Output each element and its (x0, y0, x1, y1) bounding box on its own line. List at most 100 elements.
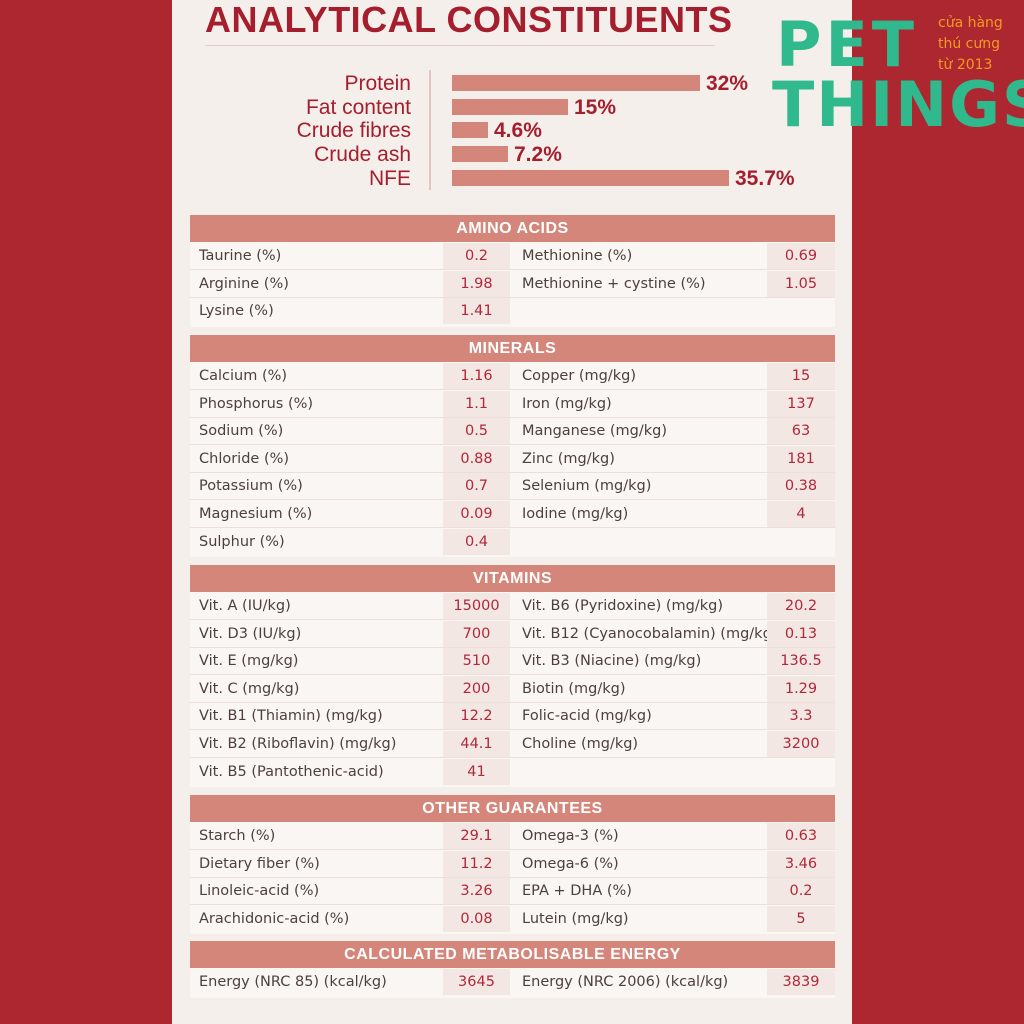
constituent-value: 4.6% (494, 119, 542, 142)
nutrient-name: Biotin (mg/kg) (522, 680, 626, 697)
table-row: Chloride (%) 0.88 Zinc (mg/kg) 181 (190, 445, 835, 473)
section-header: OTHER GUARANTEES (190, 795, 835, 822)
nutrient-value: 0.88 (443, 445, 510, 472)
table-row: Vit. B5 (Pantothenic-acid) 41 (190, 758, 835, 785)
constituent-bar (452, 170, 729, 186)
table-row: Sodium (%) 0.5 Manganese (mg/kg) 63 (190, 418, 835, 446)
nutrient-name: Vit. B3 (Niacine) (mg/kg) (522, 653, 702, 670)
nutrient-value: 1.16 (443, 363, 510, 389)
nutrient-value: 1.41 (443, 298, 510, 325)
table-row: Arachidonic-acid (%) 0.08 Lutein (mg/kg) 5 (190, 905, 835, 932)
table-row: Vit. B1 (Thiamin) (mg/kg) 12.2 Folic-acid … (190, 703, 835, 731)
table-row: Potassium (%) 0.7 Selenium (mg/kg) 0.38 (190, 473, 835, 501)
section-header: CALCULATED METABOLISABLE ENERGY (190, 941, 835, 968)
nutrient-value: 4 (767, 501, 835, 527)
constituent-label: Protein (344, 72, 411, 95)
constituent-value: 35.7% (735, 167, 795, 190)
nutrient-name: Omega-3 (%) (522, 828, 619, 844)
nutrient-name: Phosphorus (%) (199, 395, 314, 412)
nutrient-name: Manganese (mg/kg) (522, 423, 667, 440)
nutrient-name: Vit. A (IU/kg) (199, 598, 291, 614)
nutrient-value: 1.29 (767, 675, 835, 702)
nutrient-value: 3645 (443, 969, 510, 995)
table-row: Calcium (%) 1.16 Copper (mg/kg) 15 (190, 363, 835, 390)
nutrient-value: 0.13 (767, 620, 835, 647)
nutrient-name: Starch (%) (199, 828, 276, 844)
nutrient-value: 3.26 (443, 878, 510, 905)
nutrient-name: Iron (mg/kg) (522, 395, 612, 412)
table-row: Arginine (%) 1.98 Methionine + cystine (%)… (190, 270, 835, 298)
nutrient-value: 700 (443, 620, 510, 647)
logo-tagline-2: thú cưng (938, 36, 1001, 52)
nutrient-value: 3.3 (767, 703, 835, 730)
nutrient-value: 29.1 (443, 823, 510, 849)
constituent-bar (452, 99, 568, 115)
section-header: VITAMINS (190, 565, 835, 592)
nutrient-name: Arginine (%) (199, 275, 289, 292)
constituent-value: 32% (706, 72, 749, 95)
energy-table: CALCULATED METABOLISABLE ENERGY Energy (N… (190, 941, 835, 998)
logo-brand-top: PET (776, 8, 919, 81)
nutrient-value: 15 (767, 363, 835, 389)
nutrient-name: Selenium (mg/kg) (522, 478, 652, 495)
bar-axis-divider (429, 70, 431, 190)
constituent-label: NFE (369, 167, 411, 190)
nutrient-value: 15000 (443, 593, 510, 619)
constituent-bar (452, 75, 700, 91)
nutrient-value: 41 (443, 758, 510, 785)
table-row: Taurine (%) 0.2 Methionine (%) 0.69 (190, 243, 835, 270)
nutrient-value: 0.38 (767, 473, 835, 500)
nutrient-name: Vit. E (mg/kg) (199, 653, 299, 670)
nutrient-name: Folic-acid (mg/kg) (522, 708, 652, 725)
nutrient-name: EPA + DHA (%) (522, 883, 632, 900)
nutrient-name: Calcium (%) (199, 368, 288, 384)
nutrient-value: 1.98 (443, 270, 510, 297)
nutrient-name: Copper (mg/kg) (522, 368, 637, 384)
nutrient-value: 3839 (767, 969, 835, 995)
nutrient-name: Arachidonic-acid (%) (199, 910, 350, 927)
nutrient-name: Choline (mg/kg) (522, 736, 639, 752)
nutrient-name: Magnesium (%) (199, 506, 313, 522)
section-header: MINERALS (190, 335, 835, 362)
table-row: Vit. D3 (IU/kg) 700 Vit. B12 (Cyanocobalam… (190, 620, 835, 648)
table-row: Magnesium (%) 0.09 Iodine (mg/kg) 4 (190, 501, 835, 528)
constituent-bar (452, 122, 488, 138)
table-row: Phosphorus (%) 1.1 Iron (mg/kg) 137 (190, 390, 835, 418)
table-row: Dietary fiber (%) 11.2 Omega-6 (%) 3.46 (190, 850, 835, 878)
nutrient-value: 181 (767, 445, 835, 472)
nutrient-value: 510 (443, 648, 510, 675)
table-row: Energy (NRC 85) (kcal/kg) 3645 Energy (NRC… (190, 969, 835, 995)
nutrient-value: 0.7 (443, 473, 510, 500)
nutrient-name: Vit. B1 (Thiamin) (mg/kg) (199, 708, 383, 725)
nutrient-value: 12.2 (443, 703, 510, 730)
logo-tagline-1: cửa hàng (938, 15, 1003, 31)
nutrient-name: Vit. B2 (Riboflavin) (mg/kg) (199, 736, 397, 752)
nutrient-value: 0.4 (443, 528, 510, 555)
nutrient-name: Dietary fiber (%) (199, 855, 320, 872)
section-header: AMINO ACIDS (190, 215, 835, 242)
constituent-label: Crude ash (314, 143, 411, 166)
nutrient-value: 3.46 (767, 850, 835, 877)
constituent-label: Crude fibres (296, 119, 411, 142)
other-guarantees-table: OTHER GUARANTEES Starch (%) 29.1 Omega-3 (%… (190, 795, 835, 935)
nutrient-value: 0.08 (443, 905, 510, 932)
nutrient-name: Vit. B12 (Cyanocobalamin) (mg/kg) (522, 625, 778, 642)
nutrient-name: Iodine (mg/kg) (522, 506, 629, 522)
amino-acids-table: AMINO ACIDS Taurine (%) 0.2 Methionine (%) 0… (190, 215, 835, 327)
table-row: Vit. E (mg/kg) 510 Vit. B3 (Niacine) (mg/k… (190, 648, 835, 676)
nutrient-value: 20.2 (767, 593, 835, 619)
nutrient-value: 0.63 (767, 823, 835, 849)
nutrient-value: 0.2 (443, 243, 510, 269)
nutrient-name: Zinc (mg/kg) (522, 450, 615, 467)
nutrient-name: Vit. B6 (Pyridoxine) (mg/kg) (522, 598, 724, 614)
vitamins-table: VITAMINS Vit. A (IU/kg) 15000 Vit. B6 (Pyri… (190, 565, 835, 788)
nutrient-name: Vit. D3 (IU/kg) (199, 625, 302, 642)
table-row: Linoleic-acid (%) 3.26 EPA + DHA (%) 0.2 (190, 878, 835, 906)
nutrient-value: 3200 (767, 731, 835, 757)
nutrient-name: Chloride (%) (199, 450, 290, 467)
nutrient-name: Sodium (%) (199, 423, 284, 440)
constituent-bar (452, 146, 508, 162)
table-row: Starch (%) 29.1 Omega-3 (%) 0.63 (190, 823, 835, 850)
nutrient-name: Sulphur (%) (199, 533, 285, 550)
nutrient-name: Vit. B5 (Pantothenic-acid) (199, 763, 384, 780)
